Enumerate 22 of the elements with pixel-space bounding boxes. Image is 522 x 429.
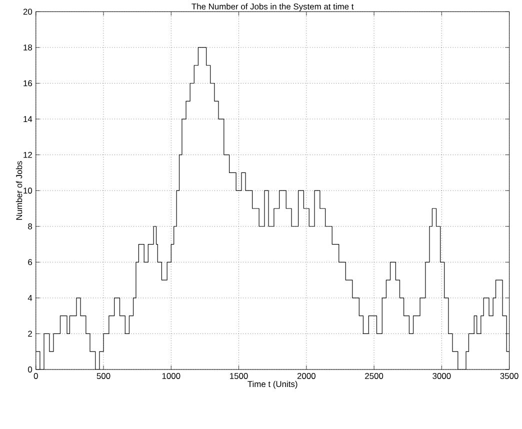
x-tick-label: 1500 — [230, 372, 248, 379]
y-tick-label: 0 — [28, 366, 32, 372]
x-tick-label: 0 — [34, 372, 38, 379]
x-tick-label: 3000 — [432, 372, 451, 379]
chart-title: The Number of Jobs in the System at time t — [192, 3, 354, 12]
y-tick-label: 8 — [28, 223, 32, 230]
x-tick-label: 3500 — [500, 372, 518, 379]
y-tick-label: 2 — [28, 330, 32, 337]
x-axis-title: Time t (Units) — [248, 380, 298, 389]
y-tick-label: 6 — [28, 259, 32, 265]
x-tick-label: 1000 — [162, 372, 180, 379]
y-tick-label: 16 — [24, 80, 32, 86]
y-tick-label: 14 — [24, 116, 32, 122]
y-tick-label: 10 — [24, 187, 32, 194]
y-tick-label: 18 — [24, 44, 32, 50]
y-tick-label: 12 — [24, 152, 32, 158]
y-tick-label: 20 — [23, 8, 32, 15]
y-tick-label: 4 — [28, 294, 32, 301]
y-axis-title: Number of Jobs — [16, 160, 22, 220]
x-tick-label: 2000 — [297, 372, 316, 379]
x-tick-label: 500 — [96, 372, 110, 379]
x-tick-label: 2500 — [365, 372, 384, 379]
